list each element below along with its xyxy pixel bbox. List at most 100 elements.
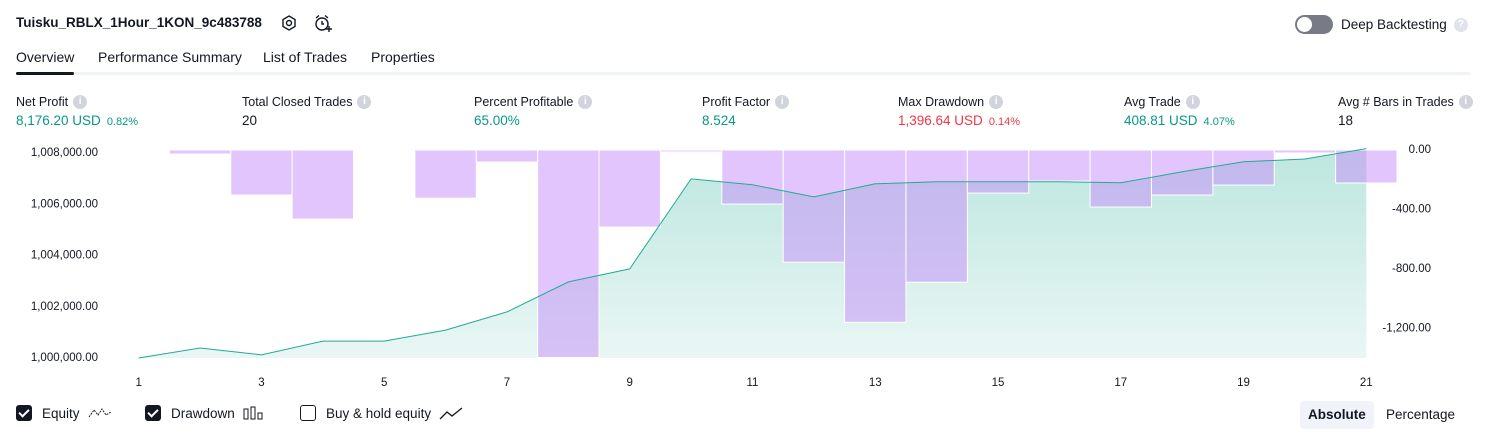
stat-value-row: 18 — [1338, 113, 1473, 130]
stat: Total Closed Trades i 20 — [242, 94, 372, 130]
x-tick-label: 15 — [992, 377, 1005, 389]
alert-icon[interactable] — [313, 13, 333, 33]
drawdown-bar — [966, 149, 1030, 194]
equity-glyph — [88, 408, 111, 418]
settings-icon[interactable] — [280, 14, 298, 32]
checkbox[interactable] — [145, 405, 161, 421]
scale-button[interactable]: Absolute — [1300, 401, 1374, 429]
drawdown-bar — [414, 149, 477, 199]
stat-label: Max Drawdown — [898, 95, 985, 109]
equity-toggle[interactable]: Equity — [16, 405, 112, 421]
drawdown-bar — [291, 149, 355, 220]
stat-percent: 0.14% — [988, 116, 1021, 128]
active-tab-underline — [16, 72, 74, 75]
drawdown-bar — [721, 149, 784, 205]
x-tick-label: 13 — [869, 377, 882, 389]
x-tick-label: 19 — [1237, 377, 1250, 389]
stat-value-row: 65.00% — [474, 113, 592, 130]
tab[interactable]: List of Trades — [263, 49, 348, 65]
tab-divider — [16, 72, 1470, 75]
drawdown-bar — [1028, 149, 1091, 182]
y2-tick-label: -400.00 — [1392, 203, 1431, 215]
drawdown-bar — [353, 149, 416, 152]
deep-backtesting-label: Deep Backtesting — [1341, 17, 1447, 32]
drawdown-bar — [475, 149, 539, 163]
stat-value-row: 8,176.20 USD 0.82% — [16, 113, 138, 130]
stat-label: Net Profit — [16, 95, 69, 109]
stat-value: 8,176.20 USD — [16, 113, 101, 128]
drawdown-glyph — [243, 406, 263, 420]
stat: Net Profit i 8,176.20 USD 0.82% — [16, 94, 138, 130]
stat-label: Avg # Bars in Trades — [1338, 95, 1454, 109]
tab[interactable]: Overview — [16, 49, 75, 65]
help-icon[interactable]: ? — [1454, 18, 1468, 32]
info-icon[interactable]: i — [357, 95, 372, 109]
equity-line — [138, 148, 1367, 359]
tab[interactable]: Properties — [371, 49, 435, 65]
stat-value: 8.524 — [702, 113, 736, 128]
checkbox[interactable] — [300, 405, 316, 421]
x-tick-label: 11 — [747, 377, 759, 389]
stat-value-row: 408.81 USD 4.07% — [1124, 113, 1235, 130]
stat-label-row: Avg # Bars in Trades i — [1338, 94, 1473, 110]
info-icon[interactable]: i — [578, 95, 593, 109]
stat-value: 65.00% — [474, 113, 520, 128]
drawdown-bar — [598, 149, 661, 228]
drawdown-bar — [1089, 149, 1152, 208]
stat: Percent Profitable i 65.00% — [474, 94, 593, 130]
stat: Profit Factor i 8.524 — [702, 94, 790, 130]
info-icon[interactable]: i — [1185, 95, 1200, 109]
scale-button[interactable]: Percentage — [1386, 407, 1456, 422]
stat-percent: 0.82% — [106, 116, 139, 128]
drawdown-bar — [1150, 149, 1214, 196]
stat-label-row: Max Drawdown i — [898, 94, 1020, 110]
drawdown-bar — [537, 149, 600, 359]
chart: 1,000,000.00 1,002,000.00 1,004,000.00 1,00… — [31, 144, 1431, 389]
equity-area — [138, 148, 1367, 358]
x-tick-label: 5 — [381, 377, 387, 389]
stat-percent: 4.07% — [1203, 116, 1235, 128]
stat-label: Percent Profitable — [474, 95, 574, 109]
stat-label: Total Closed Trades — [242, 95, 353, 109]
drawdown-bar — [659, 149, 723, 153]
drawdown-bar — [1273, 149, 1337, 154]
drawdown-bar — [230, 149, 293, 196]
legend-label: Equity — [42, 405, 80, 421]
y2-tick-label: -800.00 — [1392, 263, 1431, 275]
info-icon[interactable]: i — [989, 95, 1004, 109]
x-tick-label: 7 — [504, 377, 510, 389]
legend-label: Buy & hold equity — [326, 405, 432, 421]
x-tick-label: 17 — [1114, 377, 1127, 389]
stat: Max Drawdown i 1,396.64 USD 0.14% — [898, 94, 1020, 130]
buy-hold-glyph — [439, 407, 463, 420]
stat-value: 18 — [1338, 113, 1354, 128]
y-tick-label: 1,002,000.00 — [31, 301, 98, 313]
info-icon[interactable]: i — [775, 95, 790, 109]
deep-backtesting-switch[interactable] — [1295, 15, 1333, 34]
stat-value-row: 8.524 — [702, 113, 789, 130]
stat-label-row: Percent Profitable i — [474, 94, 593, 110]
tab[interactable]: Performance Summary — [98, 49, 242, 65]
checkbox[interactable] — [16, 405, 32, 421]
drawdown-bar — [782, 149, 846, 263]
buy-hold-toggle[interactable]: Buy & hold equity — [300, 405, 463, 421]
drawdown-bar — [905, 149, 968, 283]
drawdown-toggle[interactable]: Drawdown — [145, 405, 265, 421]
drawdown-bar — [1335, 149, 1398, 184]
y2-tick-label: -1,200.00 — [1382, 322, 1431, 334]
y-tick-label: 1,004,000.00 — [31, 250, 98, 262]
y-tick-label: 1,008,000.00 — [31, 147, 98, 159]
x-tick-label: 9 — [627, 377, 633, 389]
info-icon[interactable]: i — [73, 95, 88, 109]
stat-label: Avg Trade — [1124, 95, 1181, 109]
x-tick-label: 1 — [135, 377, 141, 389]
stat-value: 20 — [242, 113, 258, 128]
info-icon[interactable]: i — [1458, 95, 1473, 109]
y-tick-label: 1,000,000.00 — [31, 352, 98, 364]
drawdown-bar — [844, 149, 907, 323]
stat-label-row: Net Profit i — [16, 94, 138, 110]
y2-tick-label: 0.00 — [1409, 144, 1431, 156]
drawdown-bar — [107, 149, 170, 152]
stat-value-row: 20 — [242, 113, 371, 130]
